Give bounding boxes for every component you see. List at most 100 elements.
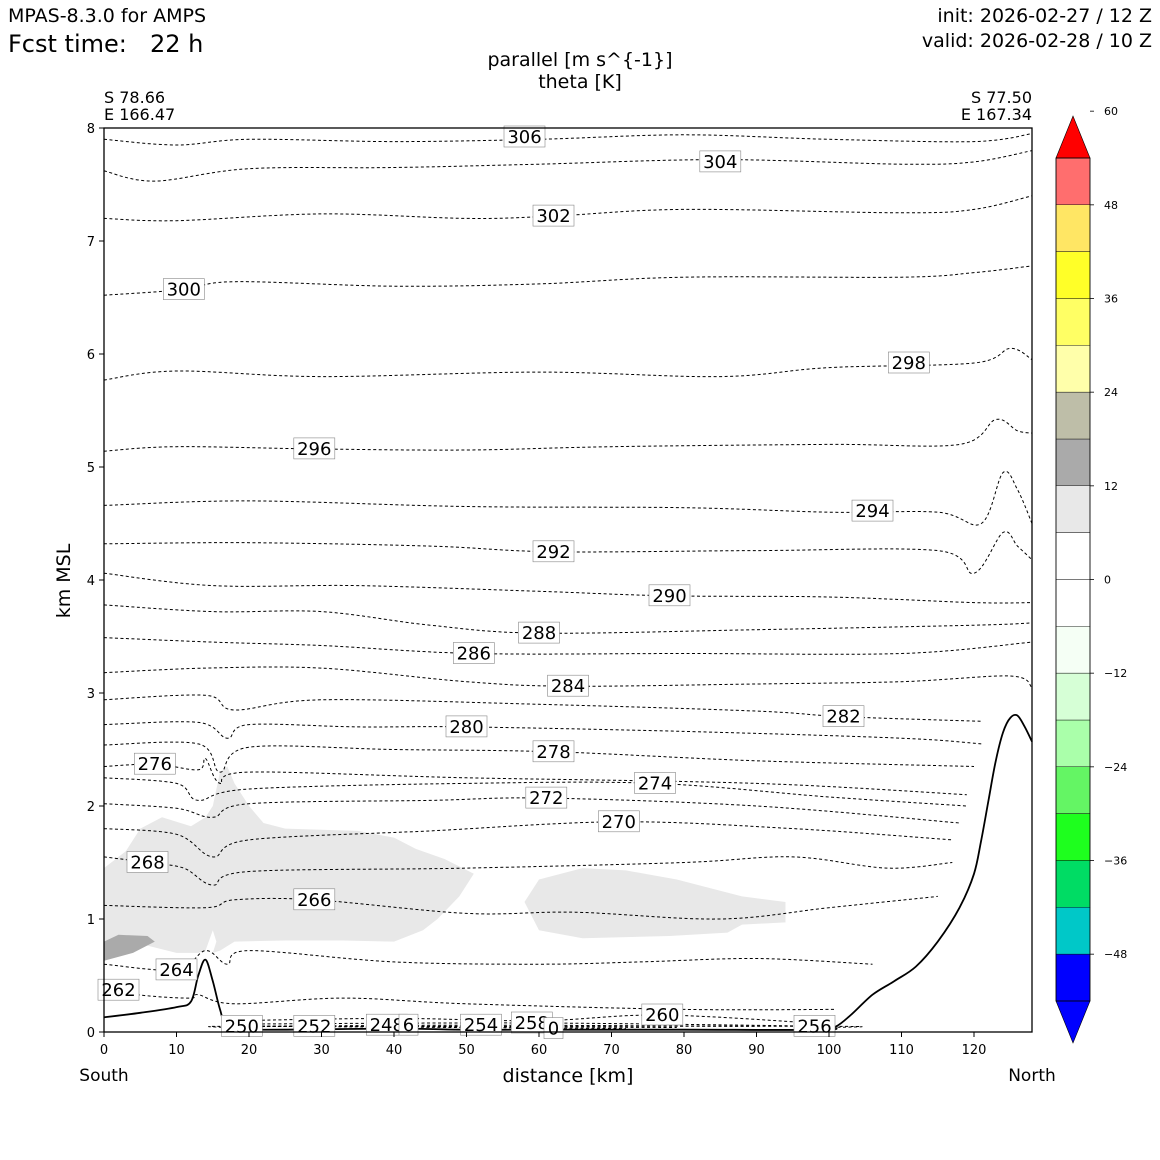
colorbar-bin--36 [1055,813,1091,861]
x-tick-label-100: 100 [817,1043,842,1058]
contour-label-box-296-5 [293,437,336,460]
theta-contour-262 [103,989,837,1011]
x-tick-label-80: 80 [676,1043,693,1058]
contour-label-278-14: 278 [536,742,570,763]
x-tick-label-50: 50 [458,1043,475,1058]
contour-label-box-286-10 [452,642,495,664]
contour-label-box-280-13 [445,715,488,738]
theta-contour-272 [103,797,960,824]
contour-label-box-252-27 [293,1014,336,1037]
y-tick-label-7: 7 [87,235,95,250]
colorbar-extend-low [1055,1000,1091,1044]
theta-contour-274 [103,777,967,807]
south-label: South [79,1066,129,1086]
contour-label-box-262-22 [97,978,140,1001]
colorbar-bin-42 [1055,204,1091,252]
colorbar-bin--12 [1055,626,1091,674]
x-axis-label: distance [km] [502,1065,634,1087]
y-tick-label-3: 3 [87,687,95,702]
contour-label-box-268-19 [126,851,169,873]
contour-label-box-266-20 [293,888,336,911]
x-tick-label-70: 70 [603,1043,620,1058]
colorbar-bin-0 [1055,532,1091,580]
contour-label-264-21: 264 [159,960,193,981]
contour-label-290-8: 290 [652,586,686,607]
theta-contour-270 [103,821,953,858]
plot-title-line1: parallel [m s^{-1}] [487,49,673,71]
y-tick-label-5: 5 [87,461,95,476]
theta-contour-300 [103,265,1033,296]
contour-label-box-294-6 [851,499,894,522]
contour-label-276-15: 276 [138,754,172,775]
colorbar-bin-48 [1055,157,1091,205]
colorbar-bin--54 [1055,954,1091,1002]
right-longitude: E 167.34 [960,105,1032,124]
theta-contour-302 [103,195,1033,222]
colorbar-bin-30 [1055,298,1091,346]
left-latitude: S 78.66 [104,88,166,107]
contour-label-272-17: 272 [529,788,563,809]
y-tick-label-2: 2 [87,800,95,815]
colorbar-tick-label-60: 60 [1104,105,1118,118]
contour-label-box-288-9 [518,621,560,644]
colorbar-bin-24 [1055,345,1091,393]
contour-label-262-22: 262 [101,980,135,1001]
colorbar-tick-label-24: 24 [1104,386,1118,399]
x-tick-label-110: 110 [889,1043,914,1058]
theta-contour-288 [103,604,1033,634]
contour-label-250-28: 250 [225,1016,259,1037]
theta-contour-298 [103,347,1033,381]
y-tick-label-8: 8 [87,122,95,137]
x-tick-label-30: 30 [313,1043,330,1058]
colorbar-bin--18 [1055,673,1091,721]
contour-label-box-306-0 [503,125,546,148]
contour-label-286-10: 286 [457,644,491,665]
x-tick-label-120: 120 [962,1043,987,1058]
colorbar-bin-12 [1055,438,1091,486]
contour-label-270-18: 270 [602,812,636,833]
theta-contour-286 [103,637,1033,655]
colorbar-tick-label--36: −36 [1104,855,1127,868]
colorbar-bin-6 [1055,485,1091,533]
contour-label-252-27: 252 [297,1016,331,1037]
contour-label-280-13: 280 [449,717,483,738]
colorbar-bin--30 [1055,766,1091,814]
forecast-label: Fcst time: [8,30,127,58]
theta-contour-280 [103,721,982,745]
y-tick-label-6: 6 [87,348,95,363]
contour-label-layer: 306 304 302 300 298 296 294 292 290 288 286 284 282 2… [97,125,930,1040]
x-tick-label-40: 40 [386,1043,403,1058]
x-tick-label-60: 60 [531,1043,548,1058]
theta-contour-304 [103,150,1033,182]
contour-label-box-274-16 [634,772,676,794]
contour-label-box-264-21 [155,958,198,981]
x-tick-label-10: 10 [168,1043,185,1058]
theta-contour-296 [103,418,1033,452]
colorbar-tick-label-36: 36 [1104,293,1118,306]
theta-contour-276 [103,757,967,796]
y-tick-label-0: 0 [87,1026,95,1041]
x-tick-label-20: 20 [241,1043,258,1058]
contour-label-box-290-8 [648,584,691,607]
contour-label-box-284-11 [547,674,589,697]
contour-label-box-0-31 [543,1017,564,1039]
contour-label-box-256-25 [793,1014,836,1037]
contour-label-6-30: 6 [403,1015,414,1036]
contour-label-274-16: 274 [638,773,672,794]
colorbar-tick-label-0: 0 [1104,574,1111,587]
contour-label-288-9: 288 [522,623,556,644]
theta-contour-306 [103,133,1033,146]
contour-label-296-5: 296 [297,439,331,460]
colorbar-tick-label--12: −12 [1104,667,1127,680]
contour-label-248-29: 248 [370,1015,404,1036]
contour-label-box-260-23 [641,1003,684,1026]
theta-contour-264 [103,950,873,971]
colorbar-extend-high [1055,115,1091,159]
theta-contour-294 [103,470,1033,526]
contour-label-box-302-2 [532,204,575,227]
left-longitude: E 166.47 [104,105,176,124]
colorbar-bin--48 [1055,907,1091,955]
colorbar-tick-label-12: 12 [1104,480,1118,493]
init-time: init: 2026-02-27 / 12 Z [937,5,1152,27]
